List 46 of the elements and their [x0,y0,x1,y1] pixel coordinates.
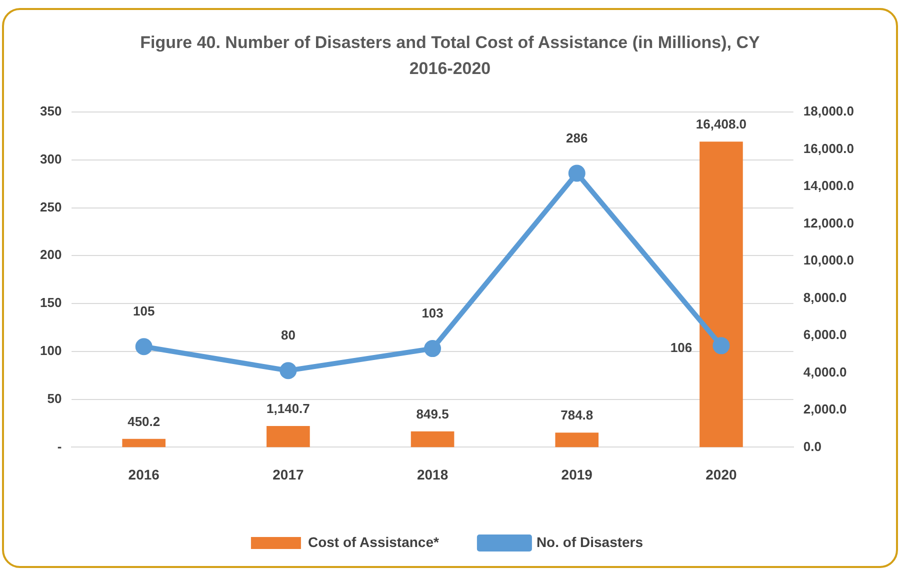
point [568,164,586,182]
y2-tick-label: 16,000.0 [803,140,854,156]
y2-tick-label: 18,000.0 [803,104,854,119]
point [424,340,442,358]
y-tick-label: 150 [40,295,62,310]
y-tick-label: 350 [40,104,62,119]
data-label: 450.2 [128,414,160,429]
x-tick-label: 2019 [561,466,593,482]
y2-tick-label: 10,000.0 [803,252,854,268]
data-label: 849.5 [416,406,449,422]
data-label: 16,408.0 [696,116,747,132]
point [712,337,730,354]
bar [700,142,743,448]
data-label: 103 [422,306,444,321]
bar [266,426,310,448]
data-label: 1,140.7 [266,401,310,416]
data-label: 105 [133,304,155,319]
x-tick-label: 2020 [706,466,738,482]
y2-tick-label: 12,000.0 [803,215,854,230]
data-label: 784.8 [560,408,594,423]
x-tick-label: 2017 [272,466,304,482]
y2-tick-label: 8,000.0 [803,290,847,305]
data-label: 80 [280,328,296,343]
legend-label: Cost of Assistance* [308,534,440,550]
y-tick-label: 100 [40,343,62,358]
y2-tick-label: 4,000.0 [803,364,847,380]
x-tick-label: 2018 [416,466,448,482]
bar [555,432,599,448]
chart-title: Figure 40. Number of Disasters and Total Cost of Assistance (in Millions), CY 2016-2020 [139,32,761,80]
bar [410,431,454,448]
y2-tick-label: 14,000.0 [803,178,854,194]
legend-label: No. of Disasters [536,534,644,550]
y-tick-label: 50 [47,390,62,406]
data-label: 106 [670,340,692,355]
y-tick-label: 200 [40,247,62,262]
y2-tick-label: 6,000.0 [803,327,847,342]
y2-tick-label: 0.0 [803,438,822,454]
y-tick-label: 250 [40,199,62,214]
y-tick-label: - [57,438,62,454]
x-tick-label: 2016 [128,466,160,482]
y2-tick-label: 2,000.0 [803,402,847,417]
point [280,362,297,380]
bar [122,438,166,448]
point [135,338,152,356]
y-tick-label: 300 [40,151,62,166]
data-label: 286 [566,130,588,146]
